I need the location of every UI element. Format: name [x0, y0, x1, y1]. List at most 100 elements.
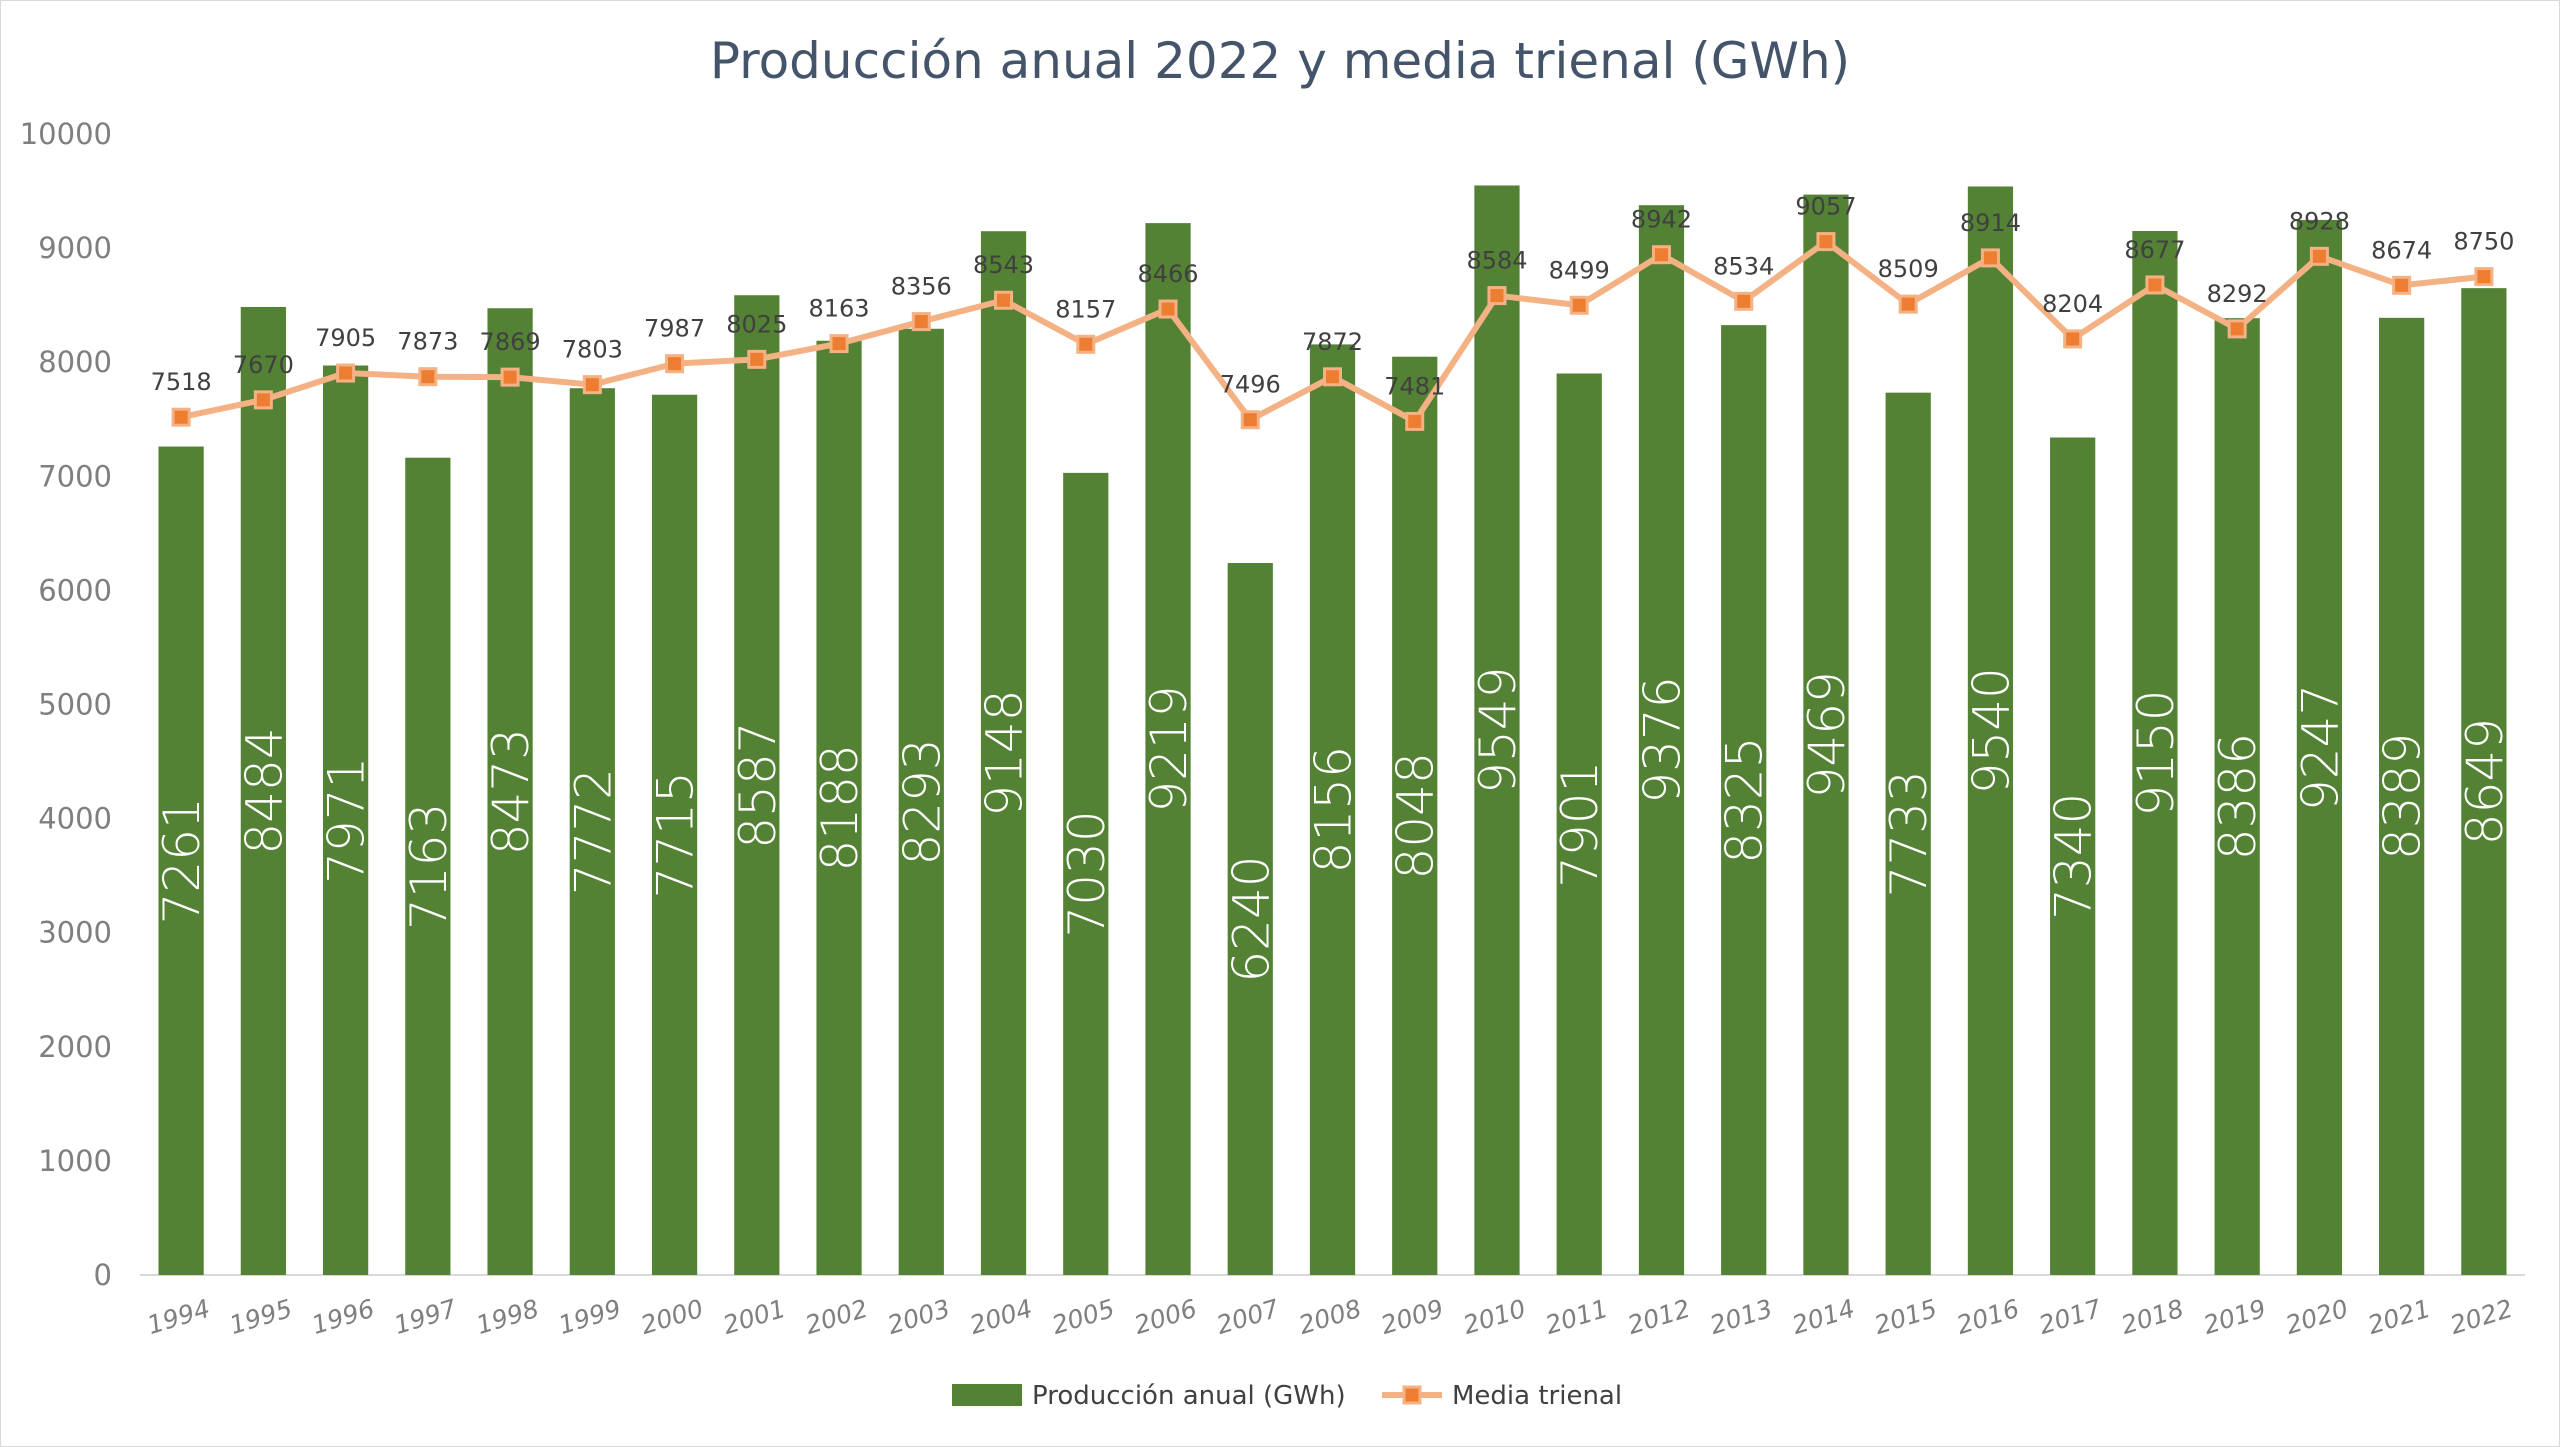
bar	[2461, 288, 2507, 1275]
line-point	[1816, 232, 1836, 252]
bar	[322, 365, 369, 1275]
line-point	[418, 367, 438, 387]
y-tick-label: 6000	[38, 573, 112, 607]
bar	[2050, 437, 2096, 1276]
bar	[2132, 230, 2178, 1276]
legend-swatch-bar	[952, 1384, 1022, 1406]
line-point	[1323, 367, 1342, 387]
line-value-label: 9057	[1795, 193, 1856, 221]
y-tick-label: 9000	[38, 231, 112, 265]
bar-value-label: 8293	[893, 738, 951, 865]
bar	[1474, 185, 1520, 1275]
line-value-label: 7481	[1384, 372, 1445, 400]
bar	[240, 306, 286, 1275]
bar	[1145, 223, 1191, 1276]
y-tick-label: 8000	[38, 345, 112, 379]
line-series: 7518 7670 7905 7873 7869 7803 7987 8025 8163 8356…	[151, 193, 2514, 431]
line-value-label: 7803	[562, 336, 623, 364]
line-value-label: 7496	[1220, 371, 1281, 399]
line-point	[2145, 275, 2165, 295]
legend-label-line: Media trienal	[1452, 1381, 1622, 1411]
line-value-label: 7518	[151, 368, 212, 396]
bar	[1803, 194, 1849, 1275]
line-point	[829, 334, 849, 354]
bar-value-label: 9376	[1633, 676, 1691, 803]
bar-value-label: 7715	[647, 771, 705, 898]
bar	[1063, 472, 1109, 1275]
chart-title: Producción anual 2022 y media trienal (G…	[710, 32, 1850, 90]
legend-swatch-marker	[1402, 1385, 1422, 1405]
y-tick-label: 4000	[38, 802, 112, 836]
line-value-label: 8928	[2289, 207, 2350, 235]
bar	[1638, 205, 1685, 1276]
bar-value-label: 7733	[1880, 770, 1938, 897]
bar-value-label: 8325	[1716, 736, 1774, 863]
line-value-label: 8942	[1631, 206, 1692, 234]
bar	[2379, 317, 2425, 1276]
line-value-label: 8157	[1055, 295, 1116, 323]
bar	[980, 231, 1027, 1276]
y-tick-label: 3000	[38, 916, 112, 950]
line-point	[747, 349, 767, 369]
y-tick-label: 1000	[38, 1144, 112, 1178]
line-value-label: 8534	[1713, 252, 1774, 280]
bar	[651, 394, 698, 1275]
line-point	[1569, 295, 1589, 315]
bar	[1556, 373, 1602, 1275]
bar	[1885, 392, 1931, 1276]
bar-value-label: 9247	[2291, 684, 2349, 811]
bar	[898, 328, 944, 1276]
line-point	[582, 375, 602, 395]
bar-value-label: 7971	[318, 757, 376, 884]
bar-value-label: 7163	[400, 803, 458, 930]
line-value-label: 7987	[644, 315, 705, 343]
line-value-label: 8509	[1878, 255, 1939, 283]
line-point	[336, 363, 356, 383]
y-tick-label: 2000	[38, 1030, 112, 1064]
bar-value-label: 8389	[2374, 733, 2432, 860]
line-value-label: 7869	[480, 328, 541, 356]
line-point	[665, 354, 685, 374]
line-point	[994, 290, 1014, 310]
legend-label-bar: Producción anual (GWh)	[1032, 1381, 1346, 1411]
line-value-label: 8292	[2207, 280, 2268, 308]
bar-value-label: 9219	[1140, 685, 1198, 812]
line-value-label: 8543	[973, 251, 1034, 279]
bar-value-label: 7772	[564, 768, 622, 895]
line-point	[1651, 245, 1671, 265]
bar-value-label: 8048	[1387, 752, 1445, 879]
bar-value-label: 7340	[2045, 793, 2103, 920]
legend: Producción anual (GWh) Media trienal	[952, 1381, 1622, 1411]
line-point	[1980, 248, 2000, 268]
line-point	[171, 407, 191, 427]
line-value-label: 8677	[2124, 236, 2185, 264]
bar-value-label: 9150	[2127, 689, 2185, 816]
bar	[1967, 186, 2014, 1276]
bar-value-label: 9549	[1469, 667, 1527, 794]
bar-value-label: 8188	[811, 744, 869, 871]
bar	[405, 457, 451, 1276]
line-point	[253, 390, 273, 410]
line-point	[2474, 267, 2494, 287]
line-point	[1487, 286, 1507, 306]
line-point	[1898, 294, 1918, 314]
bar	[158, 446, 204, 1275]
line-value-label: 7670	[233, 351, 294, 379]
line-value-label: 8466	[1137, 260, 1198, 288]
y-tick-label: 10000	[20, 117, 112, 151]
bar-value-label: 9540	[1962, 667, 2020, 794]
line-value-label: 7873	[397, 328, 458, 356]
line-value-label: 8674	[2371, 236, 2432, 264]
line-value-label: 8025	[726, 310, 787, 338]
y-tick-label: 7000	[38, 459, 112, 493]
bar-value-label: 7030	[1058, 810, 1116, 937]
line-point	[500, 367, 520, 387]
bar	[1309, 344, 1356, 1275]
bar	[1392, 356, 1438, 1275]
bar-value-label: 9469	[1798, 671, 1856, 798]
line-point	[1405, 411, 1425, 431]
bar-value-label: 7261	[153, 797, 211, 924]
bar	[2214, 318, 2260, 1275]
